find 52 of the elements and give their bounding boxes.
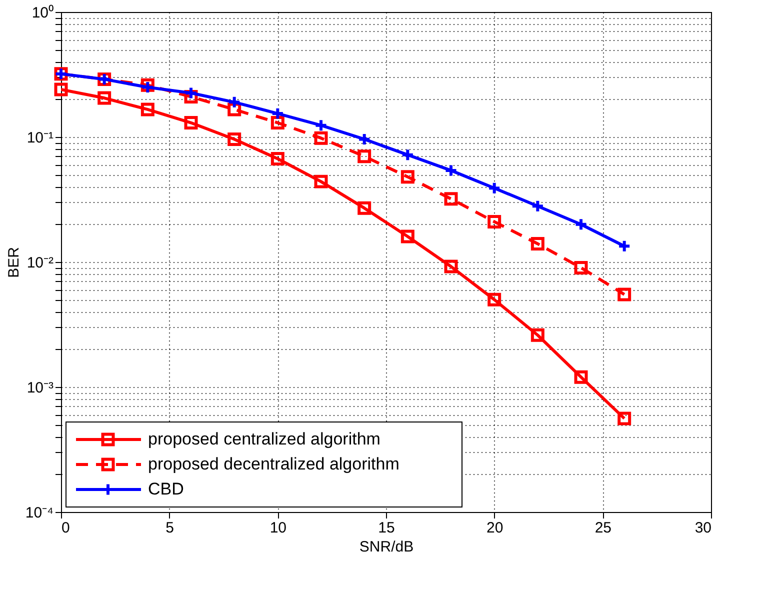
point (140, 80, 154, 94)
point (530, 236, 544, 250)
point (184, 86, 198, 100)
point (400, 230, 414, 244)
point (228, 95, 242, 109)
x-tick-label: 15 (378, 520, 395, 536)
point (444, 164, 458, 178)
legend-label: CBD (148, 480, 184, 498)
point (228, 132, 242, 146)
x-tick-label: 20 (486, 520, 504, 536)
point (488, 214, 502, 228)
y-tick-label: 10⁻¹ (26, 130, 54, 146)
x-tick-label: 25 (594, 520, 612, 536)
point (98, 91, 112, 105)
x-tick-label: 10 (270, 520, 287, 536)
point (618, 412, 632, 426)
point (270, 152, 284, 166)
point (574, 218, 588, 232)
y-tick-label: 10⁻⁴ (25, 504, 54, 522)
point (488, 181, 502, 195)
y-tick-label: 10⁻³ (26, 380, 54, 396)
point (444, 260, 458, 274)
point (314, 118, 328, 132)
y-axis-title: BER (5, 246, 22, 278)
point (140, 102, 154, 116)
legend-label: proposed decentralized algorithm (148, 454, 400, 474)
point (270, 106, 284, 120)
x-tick-label: 30 (694, 520, 712, 536)
y-tick-label: 10⁻² (26, 254, 54, 272)
point (574, 260, 588, 274)
point (400, 148, 414, 162)
point (530, 328, 544, 342)
point (358, 150, 372, 164)
point (358, 132, 372, 146)
legend-label: proposed centralized algorithm (148, 430, 380, 448)
x-tick-label: 5 (166, 520, 174, 536)
x-tick-label: 0 (62, 520, 70, 536)
point (54, 82, 68, 96)
point (314, 131, 328, 145)
point (530, 199, 544, 213)
point (358, 201, 372, 215)
point (574, 370, 588, 384)
y-tick-label: 10⁰ (32, 4, 54, 22)
point (314, 174, 328, 188)
point (270, 116, 284, 130)
point (184, 116, 198, 130)
point (400, 170, 414, 184)
x-axis-title: SNR/dB (359, 538, 414, 556)
point (618, 239, 632, 253)
point (444, 192, 458, 206)
point (488, 292, 502, 306)
point (618, 288, 632, 302)
